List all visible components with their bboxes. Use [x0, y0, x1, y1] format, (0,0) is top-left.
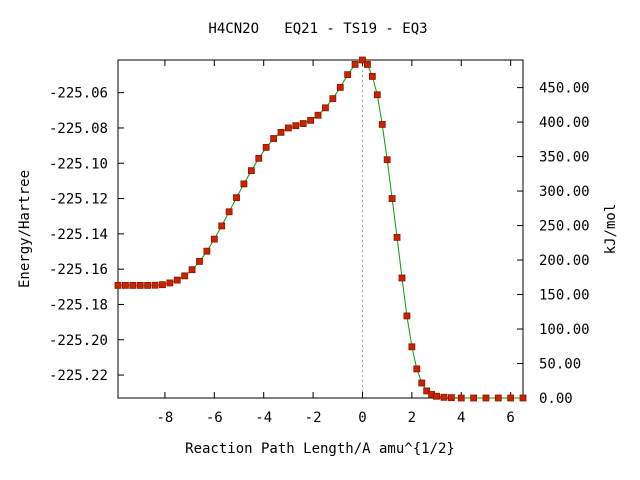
data-point: [166, 279, 174, 287]
y2-tick-label: 50.00: [539, 357, 581, 373]
y-axis-label: Energy/Hartree: [17, 170, 33, 288]
plot-area: -8 -6 -4 -2 0 2 4 6 -225.22 -225.20 -225.18 -225.16…: [49, 56, 590, 426]
data-point: [203, 247, 211, 255]
data-point: [233, 194, 240, 202]
data-point: [351, 61, 359, 68]
data-point: [181, 272, 189, 280]
data-point: [423, 387, 431, 395]
data-point: [393, 233, 401, 241]
data-point: [398, 274, 406, 282]
data-point: [299, 120, 307, 127]
x-axis-label: Reaction Path Length/A amu^{1/2}: [185, 441, 455, 457]
data-point: [494, 394, 502, 402]
y-tick-label: -225.16: [49, 262, 108, 278]
data-point: [255, 154, 263, 162]
data-point: [388, 195, 396, 202]
y2-tick-label: 100.00: [539, 322, 590, 338]
data-point: [240, 180, 248, 188]
data-point: [482, 394, 490, 402]
data-point: [114, 281, 122, 289]
data-point: [433, 392, 440, 400]
data-point: [159, 281, 166, 289]
data-point: [457, 394, 465, 402]
data-point: [383, 156, 391, 164]
data-point: [284, 124, 292, 132]
data-point: [440, 393, 448, 401]
x-tick-label: -2: [305, 410, 322, 426]
data-point: [418, 379, 426, 387]
y2-tick-label: 150.00: [539, 288, 590, 304]
data-point: [373, 91, 381, 99]
y2-tick-label: 200.00: [539, 253, 590, 269]
data-point: [270, 135, 277, 142]
data-point: [292, 122, 300, 130]
data-point: [144, 281, 152, 289]
x-tick-label: 4: [457, 410, 465, 426]
data-point: [173, 276, 181, 284]
data-point: [470, 394, 478, 402]
y2-tick-label: 350.00: [539, 150, 590, 166]
y2-axis-label: kJ/mol: [603, 204, 619, 255]
data-point: [188, 266, 196, 274]
data-point: [322, 104, 329, 112]
x-tick-label: 2: [408, 410, 416, 426]
data-point: [408, 343, 416, 351]
y-tick-label: -225.12: [49, 192, 108, 208]
data-point: [378, 121, 386, 128]
y2-tick-label: 300.00: [539, 184, 590, 200]
y-tick-label: -225.06: [49, 86, 108, 102]
x-tick-label: 6: [506, 410, 514, 426]
x-tick-label: 0: [358, 410, 366, 426]
data-point: [359, 56, 366, 64]
data-point: [344, 71, 352, 79]
y-tick-label: -225.22: [49, 368, 108, 384]
y-tick-label: -225.08: [49, 121, 108, 137]
y2-tick-label: 450.00: [539, 81, 590, 97]
plot-frame: [117, 59, 524, 399]
data-point: [329, 95, 337, 103]
data-point: [247, 167, 255, 175]
y2-tick-label: 400.00: [539, 115, 590, 131]
data-point: [364, 61, 371, 68]
data-point: [151, 281, 159, 289]
y2-tick-label: 250.00: [539, 219, 590, 235]
x-tick-label: -4: [255, 410, 272, 426]
x-tick-label: -8: [156, 410, 173, 426]
data-point: [403, 312, 411, 320]
data-point: [519, 394, 527, 402]
chart-title: H4CN2O EQ21 - TS19 - EQ3: [208, 21, 427, 37]
data-point: [122, 281, 129, 289]
data-point: [136, 281, 144, 289]
y-tick-label: -225.20: [49, 333, 108, 349]
x-tick-label: -6: [206, 410, 223, 426]
data-point: [307, 116, 315, 124]
data-point: [210, 235, 218, 243]
data-point: [196, 257, 203, 265]
data-point: [507, 394, 515, 402]
data-point: [336, 83, 344, 91]
data-point: [413, 365, 421, 373]
data-point: [218, 222, 226, 230]
data-point: [314, 111, 322, 119]
data-point: [368, 73, 376, 80]
y-tick-label: -225.10: [49, 156, 108, 172]
y-tick-label: -225.14: [49, 227, 108, 243]
data-point: [225, 208, 233, 216]
data-point: [129, 281, 137, 289]
data-point: [447, 394, 455, 402]
y2-tick-label: 0.00: [539, 391, 573, 407]
y-tick-label: -225.18: [49, 297, 108, 313]
data-point: [277, 128, 285, 136]
data-point: [262, 143, 270, 151]
